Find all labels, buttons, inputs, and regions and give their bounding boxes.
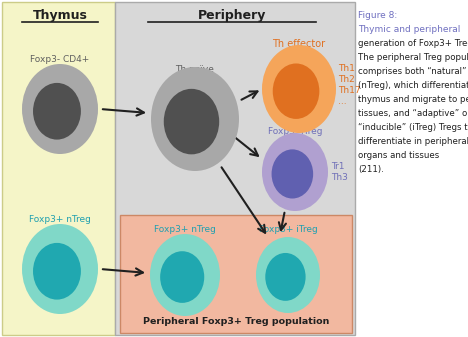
Bar (2, 2, 115, 335)
Text: comprises both “natural” Tregs: comprises both “natural” Tregs (358, 67, 468, 76)
Text: Foxp3+ nTreg: Foxp3+ nTreg (154, 225, 216, 235)
Ellipse shape (262, 133, 328, 211)
Text: Periphery: Periphery (198, 8, 266, 22)
Text: Figure 8:: Figure 8: (358, 11, 397, 20)
Text: tissues, and “adaptive” or: tissues, and “adaptive” or (358, 109, 468, 118)
Text: (nTreg), which differentiate in the: (nTreg), which differentiate in the (358, 81, 468, 90)
Ellipse shape (262, 45, 336, 133)
Ellipse shape (265, 253, 306, 301)
Ellipse shape (150, 234, 220, 316)
Text: Tr1
Th3: Tr1 Th3 (331, 162, 348, 182)
Ellipse shape (22, 224, 98, 314)
Text: Foxp3+ nTreg: Foxp3+ nTreg (29, 214, 91, 223)
Text: Thymic and peripheral: Thymic and peripheral (358, 25, 461, 34)
Text: Th effector: Th effector (272, 39, 326, 49)
Text: thymus and migrate to peripheral: thymus and migrate to peripheral (358, 95, 468, 104)
Text: Th1
Th2
Th17
...: Th1 Th2 Th17 ... (338, 64, 361, 106)
Text: Foxp3- CD4+: Foxp3- CD4+ (30, 55, 90, 63)
Text: Thymus: Thymus (33, 8, 88, 22)
Ellipse shape (33, 83, 81, 140)
Bar (120, 215, 352, 333)
Text: Peripheral Foxp3+ Treg population: Peripheral Foxp3+ Treg population (143, 316, 329, 326)
Ellipse shape (271, 149, 313, 198)
Text: (211).: (211). (358, 165, 384, 174)
Text: differentiate in peripheral: differentiate in peripheral (358, 137, 468, 146)
Text: “inducible” (iTreg) Tregs that: “inducible” (iTreg) Tregs that (358, 123, 468, 132)
Text: Foxp3- iTreg: Foxp3- iTreg (268, 126, 322, 135)
Text: The peripheral Treg population: The peripheral Treg population (358, 53, 468, 62)
Text: generation of Foxp3+ Tregs.: generation of Foxp3+ Tregs. (358, 39, 468, 48)
Ellipse shape (273, 63, 319, 119)
Ellipse shape (22, 64, 98, 154)
Ellipse shape (256, 237, 320, 313)
Ellipse shape (160, 251, 204, 303)
Text: Foxp3+ iTreg: Foxp3+ iTreg (259, 225, 317, 235)
Text: organs and tissues: organs and tissues (358, 151, 439, 160)
Ellipse shape (164, 89, 219, 154)
Ellipse shape (33, 243, 81, 300)
Bar (115, 2, 355, 335)
Text: Th naïve: Th naïve (176, 64, 214, 73)
Ellipse shape (151, 67, 239, 171)
